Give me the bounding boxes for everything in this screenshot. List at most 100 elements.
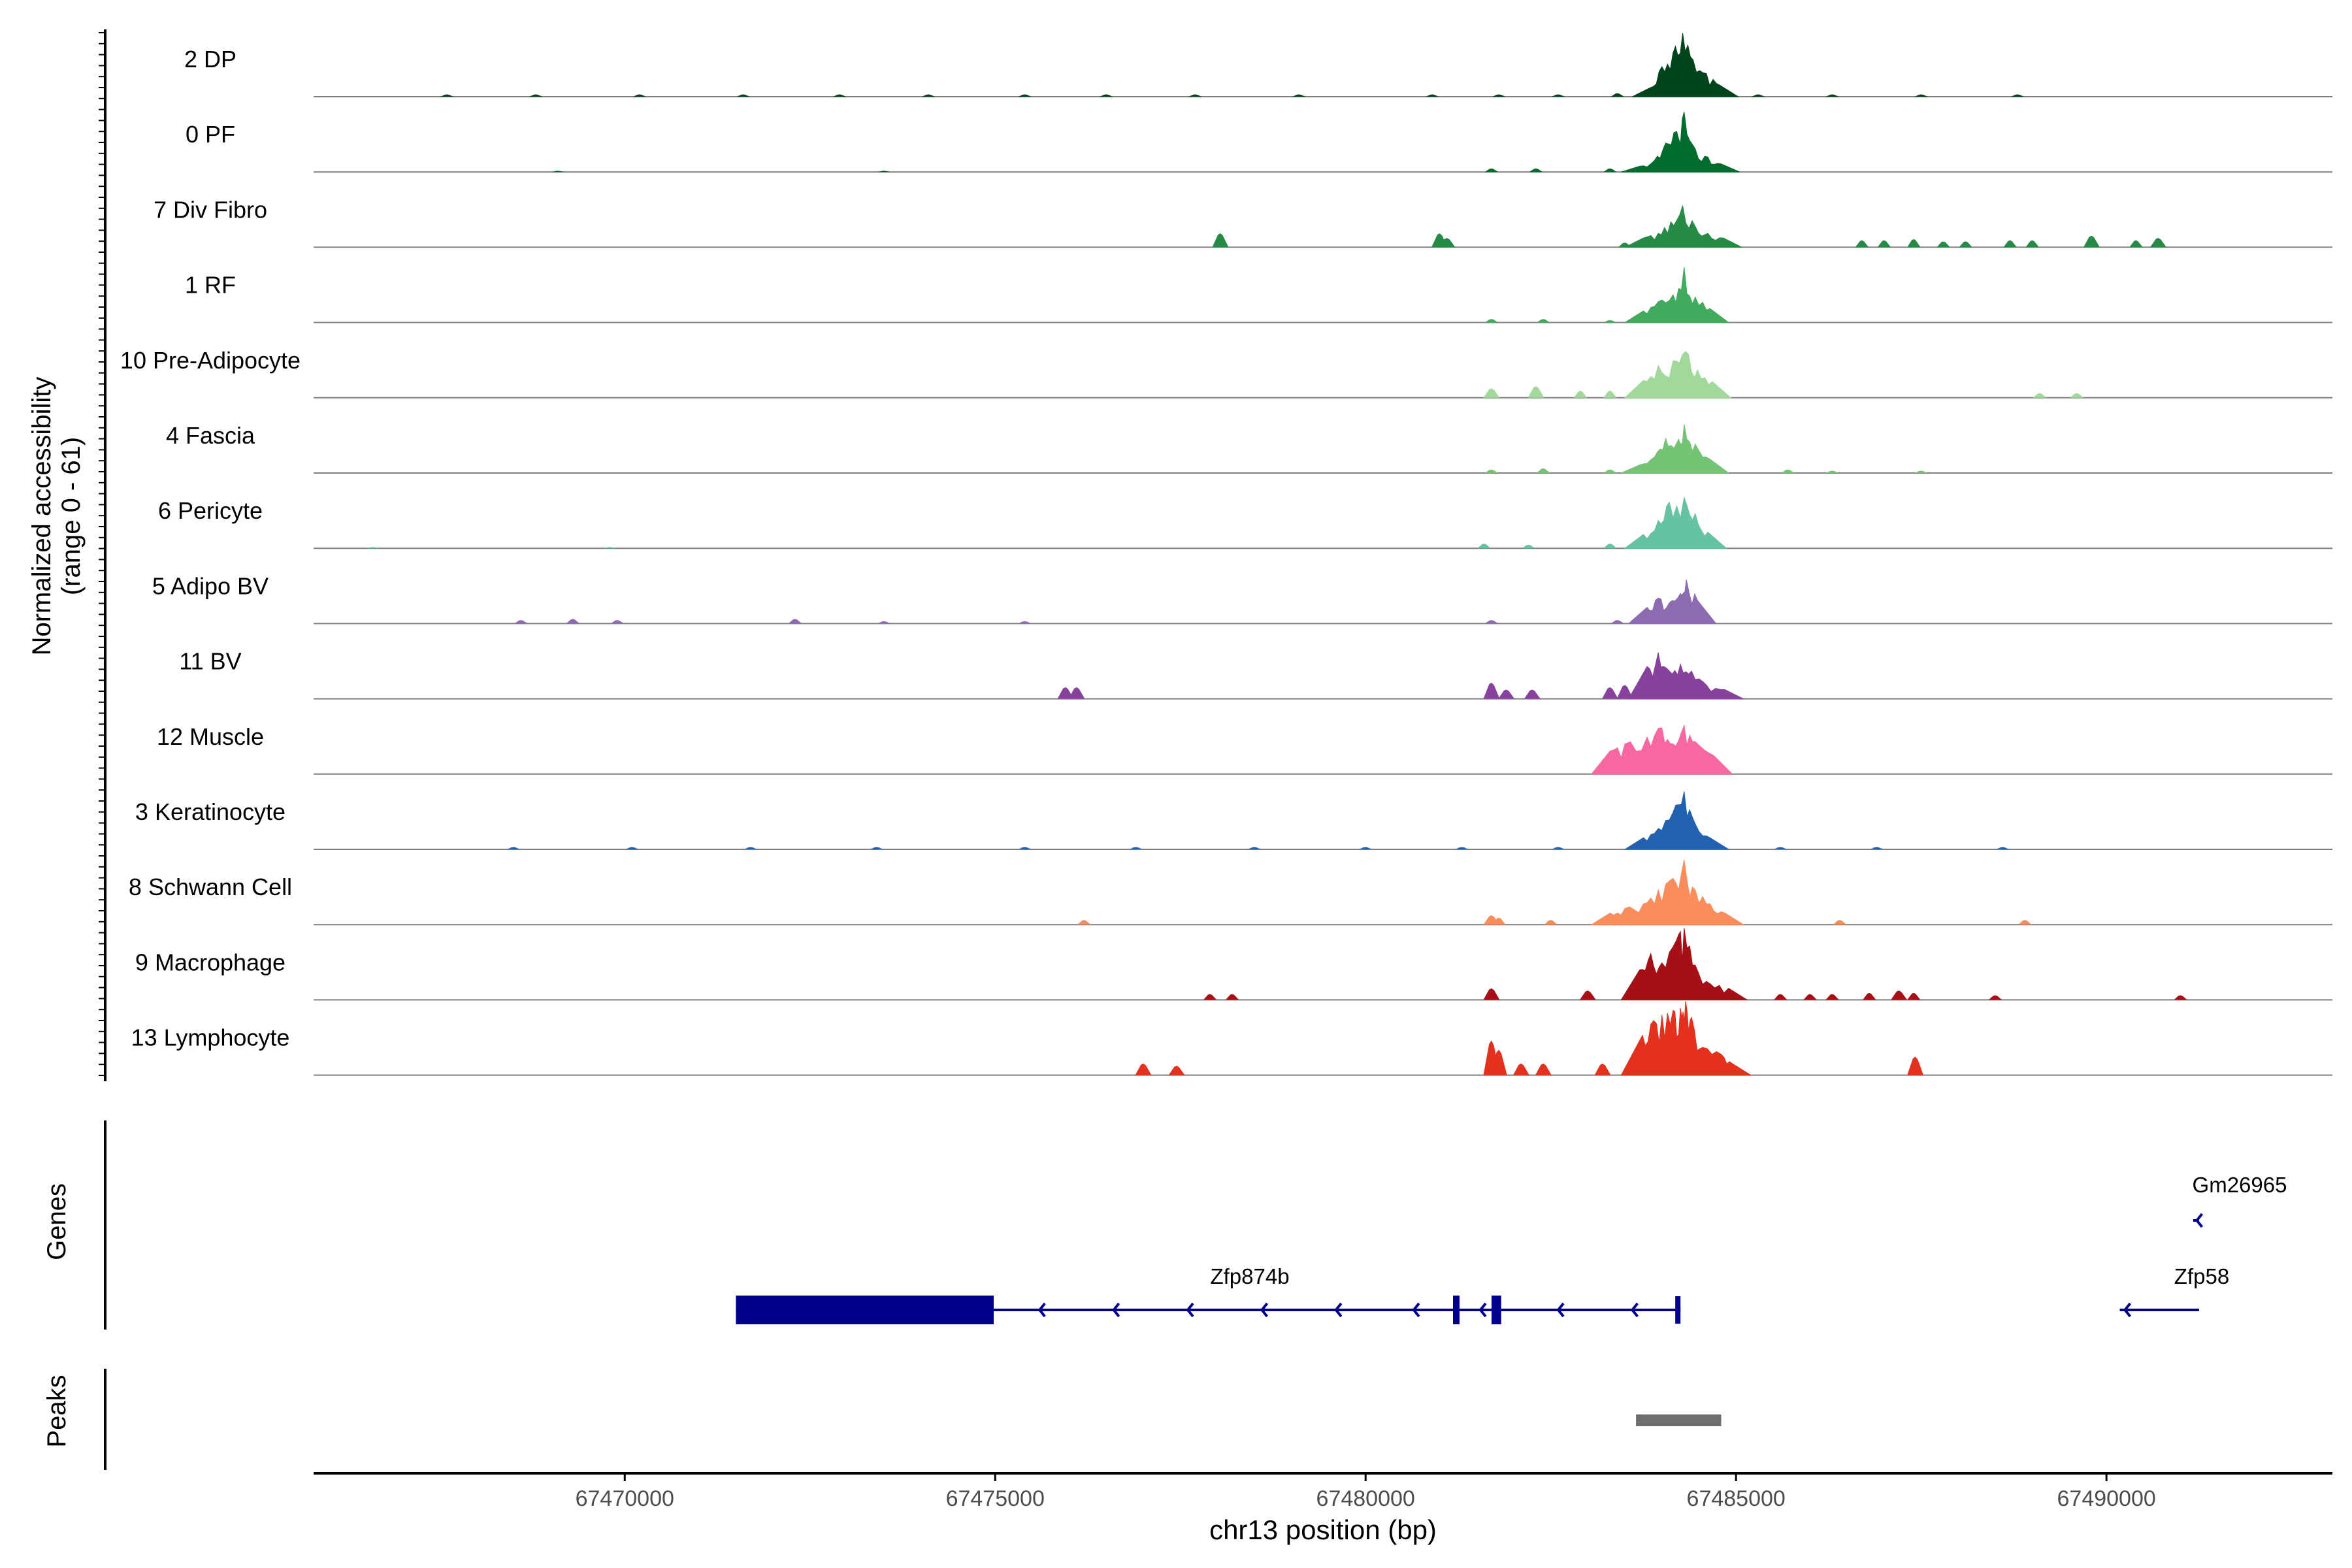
x-axis: 67470000 67475000 67480000 67485000 67490000 — [314, 1472, 2332, 1511]
coverage-bump — [1100, 94, 1113, 97]
coverage-bump — [1483, 682, 1500, 699]
track-9-macrophage: 9 Macrophage — [135, 928, 2332, 1001]
coverage-bump — [1455, 847, 1469, 849]
track-label: 13 Lymphocyte — [131, 1024, 290, 1051]
coverage-bump — [1959, 241, 1972, 248]
coverage-bump — [1603, 544, 1617, 549]
coverage-bump — [1527, 386, 1544, 398]
strand-arrow — [1478, 1302, 1487, 1318]
coverage-bump — [2025, 240, 2039, 248]
strand-arrow — [1037, 1302, 1046, 1318]
track-label: 10 Pre-Adipocyte — [120, 347, 301, 374]
coverage-bump — [514, 620, 528, 624]
coverage-bump — [1833, 920, 1847, 925]
strand-arrow — [1334, 1302, 1343, 1318]
x-tick-label: 67490000 — [2057, 1486, 2156, 1511]
coverage-bump — [603, 547, 617, 549]
left-axes — [99, 29, 106, 1470]
track-2-dp: 2 DP — [184, 33, 2332, 97]
coverage-bump — [566, 619, 580, 624]
coverage-peak — [1624, 267, 1730, 323]
coverage-bump — [1855, 240, 1869, 248]
coverage-bump — [366, 547, 380, 549]
coverage-bump — [1825, 470, 1839, 473]
strand-arrow — [2123, 1302, 2132, 1318]
coverage-bump — [1535, 1063, 1552, 1075]
coverage-bump — [1439, 238, 1456, 248]
track-label: 11 BV — [179, 648, 241, 675]
coverage-bump — [1573, 391, 1588, 398]
coverage-bump — [625, 847, 639, 849]
coverage-bump — [921, 94, 936, 97]
coverage-bump — [1610, 620, 1624, 624]
coverage-peak — [1624, 205, 1742, 248]
coverage-bump — [1018, 94, 1032, 97]
coverage-bump — [1483, 388, 1500, 398]
coverage-bump — [1057, 687, 1074, 699]
coverage-bump — [1129, 847, 1143, 849]
coverage-peak — [1621, 112, 1740, 172]
coverage-bump — [1751, 94, 1765, 97]
strand-arrow — [1186, 1302, 1194, 1318]
track-12-muscle: 12 Muscle — [157, 723, 2332, 775]
coverage-peak — [1620, 928, 1748, 1000]
gene-gm26965: Gm26965 — [2193, 1173, 2287, 1228]
gene-label: Gm26965 — [2193, 1173, 2287, 1197]
track-0-pf: 0 PF — [186, 112, 2332, 173]
coverage-bump — [1914, 470, 1928, 473]
coverage-bump — [788, 619, 802, 624]
coverage-peak — [1624, 351, 1732, 399]
coverage-bump — [1594, 1063, 1611, 1075]
track-11-bv: 11 BV — [179, 648, 2332, 700]
coverage-bump — [1551, 847, 1565, 849]
coverage-bump — [1618, 242, 1632, 248]
strand-arrow — [1630, 1302, 1639, 1318]
coverage-bump — [1483, 988, 1500, 1000]
strand-arrow — [1260, 1302, 1269, 1318]
track-label: 3 Keratinocyte — [135, 798, 286, 825]
genes-panel: Zfp874b Zfp58 Gm26965 — [736, 1173, 2287, 1324]
coverage-bump — [440, 94, 454, 97]
track-label: 7 Div Fibro — [154, 196, 267, 223]
track-label: 12 Muscle — [157, 723, 264, 750]
gene-exon — [1453, 1296, 1460, 1324]
coverage-bump — [1616, 685, 1633, 699]
coverage-bump — [1135, 1063, 1152, 1075]
coverage-peak — [1627, 652, 1744, 700]
coverage-bump — [1603, 391, 1617, 398]
peaks-axis-label: Peaks — [42, 1375, 71, 1447]
coverage-bump — [1212, 233, 1229, 248]
coverage-bump — [1870, 847, 1884, 849]
coverage-bump — [1907, 992, 1921, 1000]
coverage-bump — [1825, 94, 1839, 97]
coverage-bump — [1601, 687, 1618, 699]
coverage-bump — [743, 847, 758, 849]
coverage-peak — [1632, 33, 1740, 97]
x-tick-label: 67475000 — [946, 1486, 1045, 1511]
coverage-bump — [1988, 995, 2002, 1000]
coverage-bump — [1537, 319, 1550, 323]
track-label: 4 Fascia — [166, 422, 255, 449]
coverage-bump — [1247, 847, 1262, 849]
coverage-bump — [877, 171, 891, 172]
coverage-bump — [1484, 168, 1499, 172]
coverage-bump — [1426, 94, 1439, 97]
track-3-keratinocyte: 3 Keratinocyte — [135, 791, 2332, 850]
coverage-bump — [870, 847, 884, 849]
track-label: 1 RF — [185, 272, 236, 299]
coverage-bump — [1863, 992, 1876, 1000]
coverage-bump — [1492, 917, 1506, 925]
coverage-bump — [1603, 469, 1617, 473]
coverage-bump — [1077, 920, 1091, 925]
coverage-tracks: 2 DP 0 PF 7 Div Fibro 1 RF 10 Pre-Adipocyte 4… — [120, 33, 2332, 1076]
track-label: 0 PF — [186, 121, 235, 148]
coverage-peak — [1621, 424, 1730, 474]
track-4-fascia: 4 Fascia — [166, 422, 2332, 474]
coverage-bump — [1203, 994, 1217, 1000]
x-tick-label: 67470000 — [576, 1486, 674, 1511]
coverage-bump — [2010, 94, 2025, 97]
gene-exon — [1491, 1296, 1501, 1324]
coverage-bump — [736, 94, 750, 97]
track-10-pre-adipocyte: 10 Pre-Adipocyte — [120, 347, 2332, 399]
coverage-bump — [1907, 239, 1921, 248]
